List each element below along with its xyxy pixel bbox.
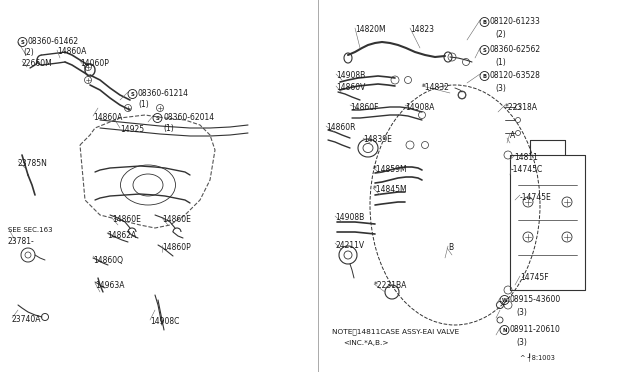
Text: ^ ┦8:1003: ^ ┦8:1003 xyxy=(520,354,555,362)
Text: 14860A: 14860A xyxy=(93,113,122,122)
Text: 14908A: 14908A xyxy=(405,103,435,112)
Text: 14860P: 14860P xyxy=(162,243,191,251)
Text: (3): (3) xyxy=(495,83,506,93)
Text: 14860R: 14860R xyxy=(326,124,355,132)
Text: -14745C: -14745C xyxy=(511,166,543,174)
Text: 14823: 14823 xyxy=(410,26,434,35)
Text: 08360-61214: 08360-61214 xyxy=(138,90,189,99)
Text: W: W xyxy=(502,298,508,302)
Text: *2231BA: *2231BA xyxy=(374,282,408,291)
Text: 23781-: 23781- xyxy=(8,237,35,247)
Text: N: N xyxy=(502,327,507,333)
Text: *22318A: *22318A xyxy=(505,103,538,112)
Text: 14860E: 14860E xyxy=(112,215,141,224)
Text: 14908B: 14908B xyxy=(336,71,365,80)
Text: 14925: 14925 xyxy=(120,125,144,135)
Text: 14745F: 14745F xyxy=(520,273,548,282)
Text: (2): (2) xyxy=(495,31,506,39)
Text: B: B xyxy=(483,74,486,78)
Text: S: S xyxy=(131,92,134,96)
Text: 23785N: 23785N xyxy=(18,158,48,167)
Text: 14860F: 14860F xyxy=(350,103,378,112)
Text: (2): (2) xyxy=(23,48,34,57)
Text: 14860E: 14860E xyxy=(162,215,191,224)
Text: 14860A: 14860A xyxy=(57,48,86,57)
Text: 14908C: 14908C xyxy=(150,317,179,327)
Text: *14845M: *14845M xyxy=(373,186,408,195)
Text: 14060P: 14060P xyxy=(80,58,109,67)
Text: 23740A: 23740A xyxy=(12,315,42,324)
Text: SEE SEC.163: SEE SEC.163 xyxy=(8,227,52,233)
Text: S: S xyxy=(483,48,486,52)
Text: 08915-43600: 08915-43600 xyxy=(510,295,561,305)
Text: 08911-20610: 08911-20610 xyxy=(510,326,561,334)
Text: (1): (1) xyxy=(163,124,173,132)
Text: (1): (1) xyxy=(138,99,148,109)
Text: 14839E: 14839E xyxy=(363,135,392,144)
Text: 08120-61233: 08120-61233 xyxy=(490,17,541,26)
Text: 14860Q: 14860Q xyxy=(93,256,123,264)
Text: 08360-61462: 08360-61462 xyxy=(28,38,79,46)
Text: 22660M: 22660M xyxy=(22,58,52,67)
Text: A: A xyxy=(510,131,515,140)
Text: 14862A: 14862A xyxy=(107,231,136,240)
Text: 14963A: 14963A xyxy=(95,280,125,289)
Text: <INC.*A,B.>: <INC.*A,B.> xyxy=(343,340,388,346)
Text: S: S xyxy=(20,39,24,45)
Text: 08120-63528: 08120-63528 xyxy=(490,71,541,80)
Text: B: B xyxy=(448,244,453,253)
Text: 08360-62014: 08360-62014 xyxy=(163,113,214,122)
Text: 24211V: 24211V xyxy=(335,241,364,250)
Text: *14859M: *14859M xyxy=(373,166,408,174)
Text: 08360-62562: 08360-62562 xyxy=(490,45,541,55)
Text: NOTE　14811CASE ASSY-EAI VALVE: NOTE 14811CASE ASSY-EAI VALVE xyxy=(332,329,459,335)
Text: 14811: 14811 xyxy=(514,154,538,163)
Text: B: B xyxy=(483,19,486,25)
Text: 14908B: 14908B xyxy=(335,214,364,222)
Text: *14832: *14832 xyxy=(422,83,450,93)
Text: 14820M: 14820M xyxy=(355,26,386,35)
Text: (3): (3) xyxy=(516,337,527,346)
Text: (3): (3) xyxy=(516,308,527,317)
Text: 14860V: 14860V xyxy=(336,83,365,93)
Text: -14745E: -14745E xyxy=(520,192,552,202)
Text: S: S xyxy=(156,115,159,121)
Text: (1): (1) xyxy=(495,58,506,67)
